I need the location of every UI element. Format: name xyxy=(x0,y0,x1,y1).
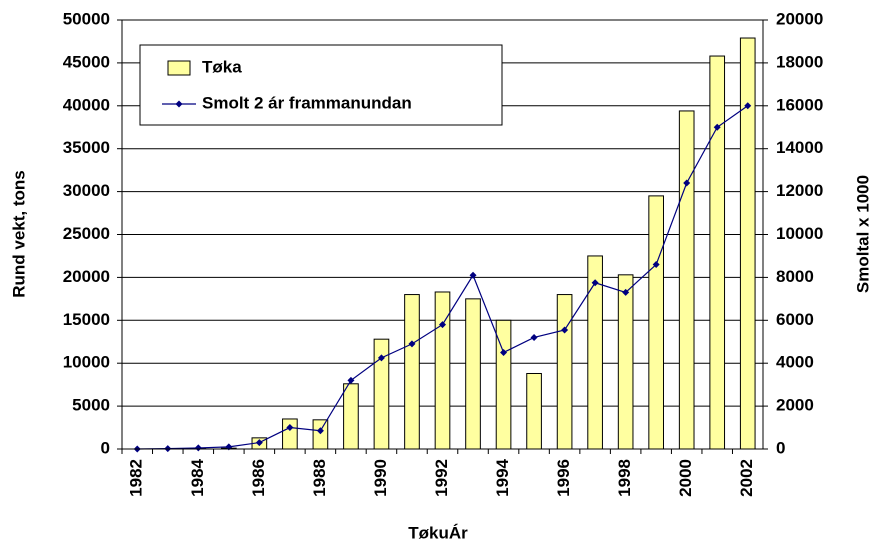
x-tick-label: 1994 xyxy=(493,458,512,496)
line-marker xyxy=(286,424,294,432)
y-tick-label: 0 xyxy=(101,438,110,457)
legend-label: Tøka xyxy=(202,57,242,76)
y2-tick-label: 10000 xyxy=(776,224,823,243)
line-marker xyxy=(652,261,660,269)
x-tick-label: 1982 xyxy=(127,459,146,497)
x-tick-label: 1990 xyxy=(371,459,390,497)
bar xyxy=(465,298,481,450)
bar xyxy=(648,195,664,450)
line-marker xyxy=(744,102,752,110)
legend-label: Smolt 2 ár frammanundan xyxy=(202,93,412,112)
line-marker xyxy=(347,376,355,384)
y2-tick-label: 14000 xyxy=(776,138,823,157)
legend-swatch xyxy=(167,60,191,76)
x-tick-label: 2000 xyxy=(676,459,695,497)
y2-tick-label: 8000 xyxy=(776,267,814,286)
bar xyxy=(343,383,359,450)
line-marker xyxy=(530,333,538,341)
y2-tick-label: 20000 xyxy=(776,9,823,28)
line-marker xyxy=(469,271,477,279)
y2-axis-label: Smoltal x 1000 xyxy=(853,175,872,293)
bar xyxy=(312,419,329,450)
bar xyxy=(739,37,756,450)
y-axis-label: Rund vekt, tons xyxy=(9,170,28,298)
line-marker xyxy=(500,348,508,356)
line-marker xyxy=(316,427,324,435)
y-tick-label: 25000 xyxy=(63,224,110,243)
x-tick-label: 1998 xyxy=(615,459,634,497)
line-marker xyxy=(194,444,202,452)
y2-tick-label: 4000 xyxy=(776,353,814,372)
y-tick-label: 5000 xyxy=(72,396,110,415)
y-tick-label: 50000 xyxy=(63,9,110,28)
line-marker xyxy=(683,179,691,187)
x-tick-label: 1984 xyxy=(188,458,207,496)
y2-tick-label: 18000 xyxy=(776,52,823,71)
y-tick-label: 15000 xyxy=(63,310,110,329)
line-marker xyxy=(377,354,385,362)
line-marker xyxy=(255,439,263,447)
legend-box xyxy=(139,44,503,126)
y-tick-label: 30000 xyxy=(63,181,110,200)
bar xyxy=(404,294,420,450)
legend-marker xyxy=(175,100,183,108)
line-marker xyxy=(622,288,630,296)
bar xyxy=(526,372,542,450)
line-marker xyxy=(561,326,569,334)
line-marker xyxy=(591,279,599,287)
line-marker xyxy=(439,321,446,329)
x-tick-label: 1996 xyxy=(554,459,573,497)
x-axis-label: TøkuÁr xyxy=(408,523,468,542)
y2-tick-label: 6000 xyxy=(776,310,814,329)
y-tick-label: 35000 xyxy=(63,138,110,157)
y2-tick-label: 0 xyxy=(776,438,785,457)
x-tick-label: 2002 xyxy=(737,459,756,497)
bar xyxy=(709,55,726,450)
x-tick-label: 1986 xyxy=(249,459,268,497)
bar xyxy=(617,274,634,450)
y-tick-label: 40000 xyxy=(63,95,110,114)
line-marker xyxy=(713,123,721,131)
y-tick-label: 20000 xyxy=(63,267,110,286)
x-tick-label: 1988 xyxy=(310,459,329,497)
x-tick-label: 1992 xyxy=(432,459,451,497)
line-marker xyxy=(408,340,416,348)
bar xyxy=(678,110,695,450)
bar xyxy=(556,294,573,450)
y2-tick-label: 2000 xyxy=(776,396,814,415)
y2-tick-label: 16000 xyxy=(776,95,823,114)
y-tick-label: 10000 xyxy=(63,353,110,372)
y2-tick-label: 12000 xyxy=(776,181,823,200)
bar xyxy=(282,418,298,450)
y-tick-label: 45000 xyxy=(63,52,110,71)
